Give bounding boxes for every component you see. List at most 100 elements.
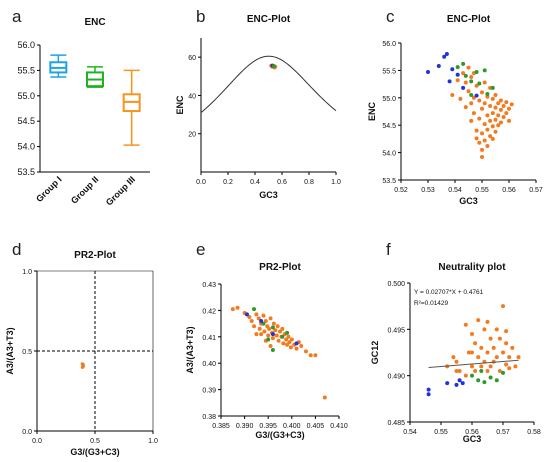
x-tick-label: 0.390 (236, 423, 254, 430)
data-point (271, 64, 276, 69)
data-point (266, 333, 271, 338)
data-point (299, 344, 304, 349)
r-squared-label: R²=0.01429 (414, 300, 449, 307)
data-point (474, 70, 479, 75)
data-point (488, 118, 493, 123)
data-point (426, 392, 431, 397)
data-point (284, 337, 289, 342)
data-point (252, 324, 257, 329)
box-3 (122, 69, 141, 146)
data-point (474, 83, 479, 88)
data-point (493, 129, 498, 134)
data-point (479, 369, 484, 374)
data-point (469, 79, 474, 84)
x-tick-label: 0.395 (259, 423, 277, 430)
x-tick-label: 0.52 (394, 187, 408, 194)
data-point (482, 138, 487, 143)
data-point (294, 341, 299, 346)
data-point (497, 336, 502, 341)
y-tick-label: 53.5 (17, 167, 35, 177)
data-point (287, 340, 292, 345)
data-point (501, 114, 506, 119)
y-tick-label: 0.490 (387, 374, 405, 381)
data-point (471, 95, 476, 100)
data-point (256, 316, 261, 321)
y-tick-label: 60 (188, 55, 196, 62)
data-point (494, 327, 499, 332)
data-point (470, 373, 474, 378)
data-point (477, 116, 482, 121)
data-point (463, 73, 468, 78)
data-point (471, 111, 476, 116)
y-tick-label: 1.0 (22, 269, 32, 276)
x-axis-label: G3/(G3+C3) (255, 430, 304, 440)
panel-letter-b: b (196, 7, 205, 26)
panel-letter-e: e (196, 240, 205, 259)
data-point (476, 355, 481, 360)
data-point (485, 113, 490, 118)
data-point (488, 364, 493, 369)
data-point (270, 348, 275, 352)
data-point (501, 304, 505, 309)
data-point (504, 100, 509, 105)
x-axis-label: GC3 (463, 434, 482, 444)
data-point (510, 345, 515, 350)
data-point (485, 350, 490, 355)
x-tick-label: 0.8 (304, 179, 314, 186)
data-point (450, 67, 455, 72)
data-point (442, 54, 447, 59)
data-point (485, 127, 490, 132)
data-point (479, 345, 484, 350)
data-point (280, 334, 285, 339)
y-tick-label: 0.0 (22, 429, 32, 436)
data-point (493, 93, 498, 98)
data-point (488, 134, 493, 139)
data-point (496, 113, 501, 118)
data-point (469, 101, 474, 106)
x-tick-label: 0.55 (434, 429, 448, 436)
x-tick-label: 0.57 (529, 187, 543, 194)
data-point (426, 70, 430, 75)
data-point (466, 89, 471, 94)
data-point (247, 315, 252, 319)
chart-title: ENC-Plot (247, 14, 291, 25)
data-point (313, 353, 318, 358)
data-point (485, 144, 490, 149)
data-point (493, 117, 498, 122)
x-tick-label: 0.54 (448, 187, 462, 194)
data-point (451, 355, 456, 360)
x-tick-label: 0.4 (250, 179, 260, 186)
regression-line (428, 359, 519, 369)
x-tick-label: 0.55 (475, 187, 489, 194)
y-tick-label: 0.500 (387, 281, 405, 288)
data-point (480, 106, 484, 111)
data-point (504, 362, 509, 367)
data-point (485, 319, 490, 324)
y-tick-label: 56.0 (382, 41, 396, 48)
x-tick-label: 0.56 (502, 187, 516, 194)
y-tick-label: 53.5 (382, 178, 396, 185)
data-point (490, 136, 495, 141)
data-point (485, 91, 490, 96)
y-tick-label: 20 (188, 132, 196, 139)
y-tick-label: 54.5 (382, 123, 396, 130)
data-point (469, 118, 474, 123)
data-point (447, 79, 452, 84)
x-tick-label: 0.0 (196, 179, 206, 186)
data-point (482, 101, 487, 106)
x-axis-label: GC3 (459, 196, 478, 206)
y-tick-label: 54.0 (382, 151, 396, 158)
data-point (463, 373, 468, 378)
data-point (507, 106, 511, 111)
data-point (463, 322, 468, 327)
y-tick-label: 55.0 (17, 91, 35, 101)
data-point (460, 381, 465, 386)
y-tick-label: 55.5 (17, 65, 35, 75)
data-point (490, 96, 495, 101)
x-tick-label: 1.0 (148, 438, 158, 445)
chart-title: ENC-Plot (447, 14, 491, 25)
data-point (426, 387, 431, 392)
data-point (267, 326, 272, 331)
y-tick-label: 0.41 (202, 335, 216, 342)
data-point (501, 104, 506, 109)
